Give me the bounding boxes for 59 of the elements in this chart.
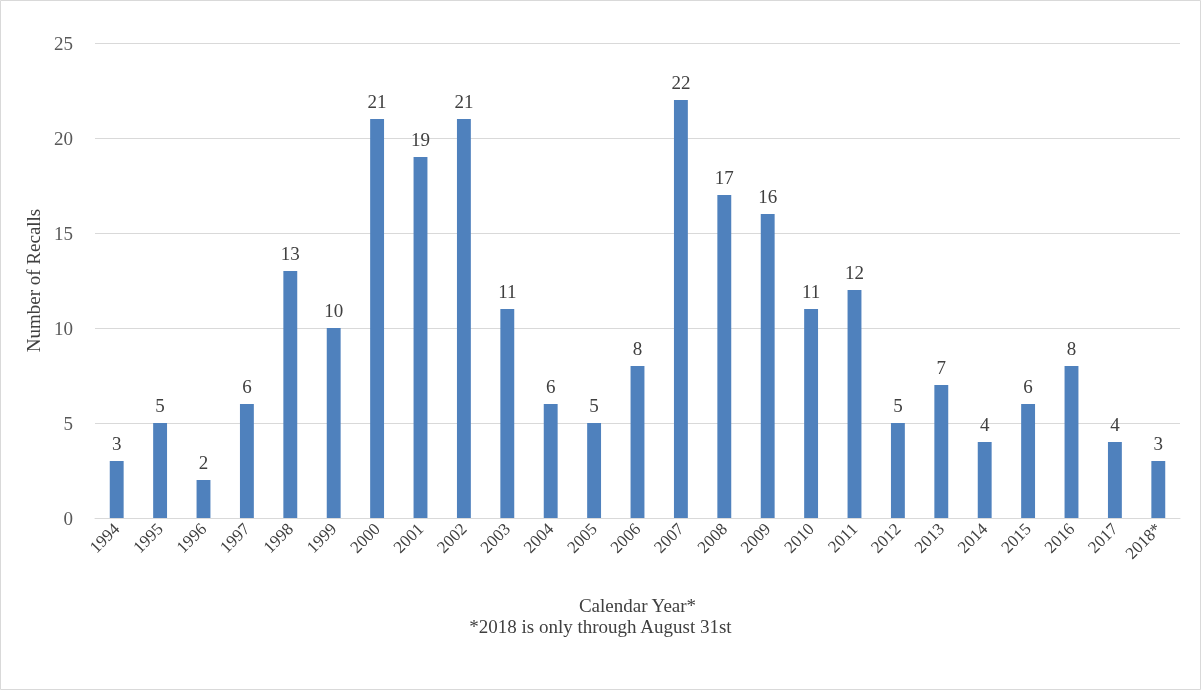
bar [977,442,992,518]
data-label: 8 [632,338,643,359]
bar [326,328,341,518]
bar [500,309,515,518]
text: *2018 is only through August 31st [469,616,733,637]
data-label: 21 [454,91,474,112]
y-tick-label: 20 [54,127,73,149]
bar [196,480,211,518]
y-axis-title: Number of Recalls [23,208,45,353]
bar [1107,442,1122,518]
data-label: 11 [801,281,821,302]
bar [283,271,298,518]
data-label: 21 [367,91,387,112]
bar [673,100,688,518]
data-label: 5 [589,395,599,416]
data-label: 11 [498,281,517,302]
y-tick-label: 15 [54,222,73,244]
y-tick-label: 25 [54,32,73,54]
y-tick-label: 0 [63,507,73,529]
data-label: 22 [671,72,691,93]
bar [239,404,254,518]
bar [630,366,645,518]
bar [109,461,124,518]
bar [804,309,819,518]
bar [890,423,905,518]
data-label: 2 [198,452,209,473]
bar [847,290,862,518]
data-label: 19 [411,129,430,150]
data-label: 3 [1153,433,1164,454]
data-label: 5 [155,395,165,416]
bar [587,423,602,518]
data-label: 8 [1066,338,1077,359]
bar [153,423,168,518]
data-label: 7 [936,357,947,378]
data-label: 4 [979,414,990,435]
data-label: 17 [714,167,734,188]
data-label: 4 [1110,414,1121,435]
data-label: 16 [758,186,778,207]
data-label: 6 [242,376,252,397]
data-label: 6 [545,376,556,397]
data-label: 5 [893,395,903,416]
x-axis-title: Calendar Year* [578,595,697,616]
bar [760,214,775,518]
bar [934,385,949,518]
data-label: 13 [280,243,300,264]
bar [413,157,428,518]
bar [370,119,385,518]
data-label: 10 [324,300,344,321]
bar [1064,366,1079,518]
bar [543,404,558,518]
data-label: 3 [111,433,122,454]
bar [717,195,732,518]
data-label: 6 [1023,376,1033,397]
bar [1151,461,1166,518]
bar [456,119,471,518]
bar [1021,404,1036,518]
y-tick-label: 5 [63,412,73,434]
y-tick-label: 10 [54,317,73,339]
data-label: 12 [845,262,864,283]
